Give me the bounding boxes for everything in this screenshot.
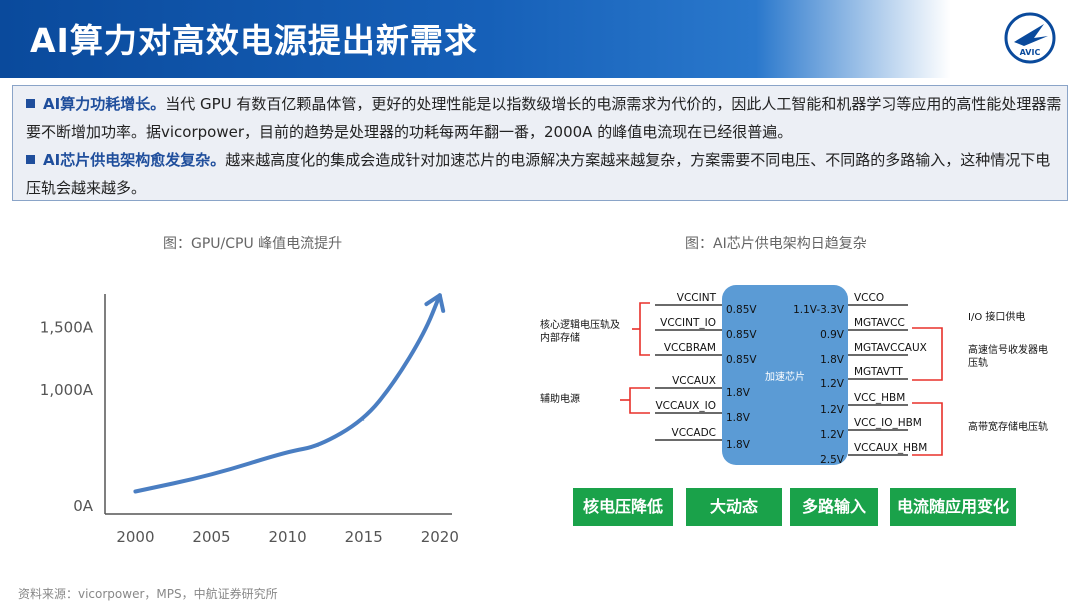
- rail-name: VCCINT_IO: [660, 317, 716, 329]
- bullet-power-growth: AI算力功耗增长。当代 GPU 有数百亿颗晶体管，更好的处理性能是以指数级增长的…: [26, 90, 1062, 146]
- group-label-transceiver: 高速信号收发器电: [968, 343, 1048, 356]
- rail-voltage: 1.2V: [820, 429, 845, 441]
- rail-voltage: 0.85V: [726, 329, 757, 341]
- y-tick-label: 1,500A: [40, 319, 94, 337]
- group-label-hbm: 高带宽存储电压轨: [968, 420, 1048, 433]
- rail-name: VCCO: [854, 292, 884, 304]
- rail-voltage: 1.8V: [820, 354, 845, 366]
- rail-voltage: 1.1V-3.3V: [793, 304, 845, 316]
- source-note: 资料来源：vicorpower，MPS，中航证券研究所: [18, 587, 278, 601]
- right-figure-caption: 图：AI芯片供电架构日趋复杂: [685, 236, 867, 252]
- rail-name: VCCAUX_HBM: [854, 442, 927, 454]
- aircraft-wing-emblem-icon: [1014, 24, 1048, 46]
- rail-voltage: 0.85V: [726, 304, 757, 316]
- arrow-head-icon: [424, 293, 446, 313]
- group-label-core: 核心逻辑电压轨及: [540, 318, 620, 331]
- rail-voltage: 1.8V: [726, 387, 751, 399]
- x-tick-label: 2000: [116, 528, 154, 546]
- rail-voltage: 0.85V: [726, 354, 757, 366]
- rail-voltage: 2.5V: [820, 454, 845, 466]
- feature-core-voltage-lower: 核电压降低: [573, 488, 673, 526]
- bracket-aux: [629, 387, 650, 414]
- rail-name: VCCAUX: [672, 375, 716, 387]
- rail-voltage: 1.2V: [820, 378, 845, 390]
- rail-name: VCC_IO_HBM: [854, 417, 922, 429]
- rail-name: MGTAVCC: [854, 317, 905, 329]
- data-point: [317, 446, 319, 447]
- series-line: [133, 293, 442, 494]
- bullet-lead: AI算力功耗增长。: [43, 95, 166, 113]
- group-label-aux: 辅助电源: [540, 392, 580, 405]
- rail-name: MGTAVCCAUX: [854, 342, 927, 354]
- data-point: [211, 474, 213, 476]
- title-bar: AI算力对高效电源提出新需求: [0, 0, 1080, 78]
- group-label-io: I/O 接口供电: [968, 310, 1025, 323]
- rail-name: VCCAUX_IO: [655, 400, 716, 412]
- rail-voltage: 1.2V: [820, 404, 845, 416]
- square-bullet-icon: [26, 99, 35, 108]
- rail-name: VCCINT: [677, 292, 717, 304]
- data-point: [134, 491, 136, 492]
- page-title: AI算力对高效电源提出新需求: [30, 21, 478, 60]
- x-tick-label: 2015: [345, 528, 383, 546]
- avic-logo: AVIC: [1004, 12, 1056, 64]
- rail-voltage: 1.8V: [726, 439, 751, 451]
- peak-current-chart: 0A 1,000A 1,500A 2000 2005 2010 2015 2020: [40, 293, 459, 546]
- bullet-text: 越来越高度化的集成会造成针对加速芯片的电源解决方案越来越复杂，方案需要不同电压、…: [26, 151, 1051, 197]
- chip-label: 加速芯片: [765, 370, 805, 383]
- x-tick-label: 2020: [421, 528, 459, 546]
- rail-name: VCCBRAM: [664, 342, 716, 354]
- group-label-core: 内部存储: [540, 331, 580, 344]
- feature-current-varies: 电流随应用变化: [890, 488, 1016, 526]
- rail-name: MGTAVTT: [854, 366, 903, 378]
- bracket-core: [639, 302, 650, 356]
- data-point: [424, 332, 426, 334]
- rail-name: VCCADC: [672, 427, 716, 439]
- power-architecture-diagram: 加速芯片 VCCINT 0.85V VCCINT_IO 0.85V VCCBRAM 0.85…: [540, 285, 1048, 466]
- x-tick-label: 2010: [269, 528, 307, 546]
- rail-voltage: 0.9V: [820, 329, 845, 341]
- x-tick-label: 2005: [192, 528, 230, 546]
- bullet-text: 当代 GPU 有数百亿颗晶体管，更好的处理性能是以指数级增长的电源需求为代价的，…: [26, 95, 1062, 141]
- data-point: [393, 382, 395, 384]
- logo-text: AVIC: [1020, 48, 1041, 57]
- rail-name: VCC_HBM: [854, 392, 905, 404]
- bracket-transceiver: [912, 327, 943, 381]
- feature-multi-input: 多路输入: [790, 488, 878, 526]
- y-tick-label: 0A: [73, 497, 94, 515]
- square-bullet-icon: [26, 155, 35, 164]
- intro-textbox: AI算力功耗增长。当代 GPU 有数百亿颗晶体管，更好的处理性能是以指数级增长的…: [12, 85, 1068, 201]
- data-point: [287, 451, 289, 452]
- accelerator-chip: [722, 285, 848, 465]
- data-point: [363, 419, 365, 421]
- feature-high-dynamic: 大动态: [686, 488, 782, 526]
- rail-voltage: 1.8V: [726, 412, 751, 424]
- bracket-hbm: [912, 402, 943, 456]
- group-label-transceiver: 压轨: [968, 356, 988, 369]
- y-tick-label: 1,000A: [40, 381, 94, 399]
- left-figure-caption: 图：GPU/CPU 峰值电流提升: [163, 236, 343, 252]
- bullet-lead: AI芯片供电架构愈发复杂。: [43, 151, 226, 169]
- bullet-architecture: AI芯片供电架构愈发复杂。越来越高度化的集成会造成针对加速芯片的电源解决方案越来…: [26, 146, 1062, 202]
